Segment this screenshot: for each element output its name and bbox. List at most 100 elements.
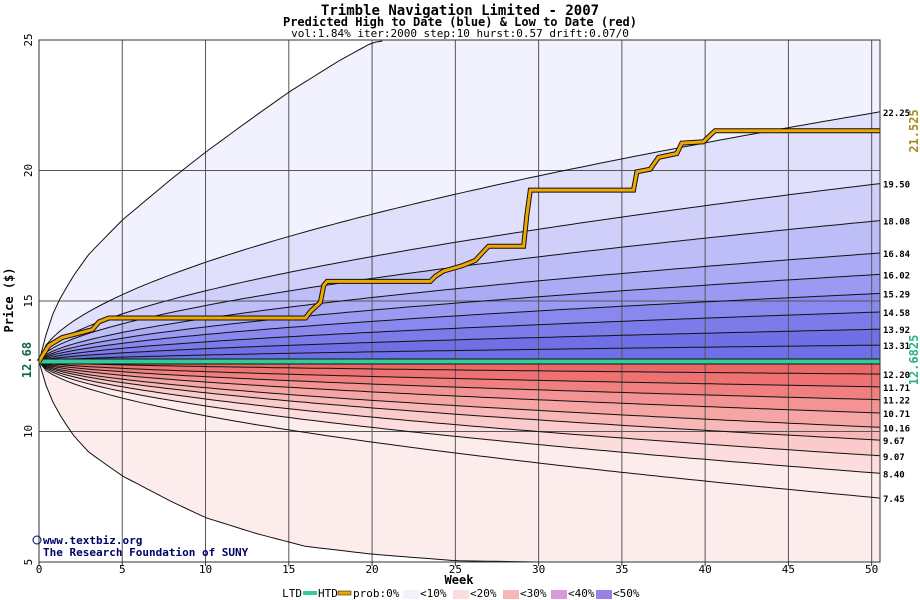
upper-percentile-label-5: 15.29	[883, 290, 910, 300]
legend-swatch-30	[551, 590, 567, 599]
chart-title: Trimble Navigation Limited - 2007	[321, 3, 599, 19]
x-tick-label-50: 50	[865, 563, 878, 576]
legend-swatch-20	[503, 590, 519, 599]
legend: LTD HTD prob:0% <10% <20% <30% <40% <50%	[282, 587, 640, 600]
upper-band-1	[39, 111, 880, 362]
y-tick-label-15: 15	[22, 294, 35, 307]
upper-percentile-label-8: 13.31	[883, 342, 910, 352]
copyright-icon	[32, 535, 42, 545]
chart-params: vol:1.84% iter:2000 step:10 hurst:0.57 d…	[291, 27, 629, 40]
upper-percentile-label-7: 13.92	[883, 326, 910, 336]
lower-band-0	[39, 361, 880, 375]
lower-band-2	[39, 361, 880, 400]
high-to-date-line	[37, 129, 880, 363]
watermark-org: The Research Foundation of SUNY	[43, 546, 249, 559]
chart-subtitle: Predicted High to Date (blue) & Low to D…	[283, 15, 637, 29]
x-tick-label-0: 0	[36, 563, 43, 576]
lower-percentile-label-7: 8.40	[883, 470, 905, 480]
lower-band-8	[39, 361, 880, 499]
upper-percentile-line-7	[38, 328, 881, 363]
upper-percentile-label-2: 18.08	[883, 218, 910, 228]
upper-percentile-label-3: 16.84	[883, 250, 911, 260]
plot-frame	[38, 39, 881, 563]
upper-band-3	[39, 220, 880, 362]
upper-percentile-line-0	[38, 111, 881, 362]
percentile-bands	[39, 40, 880, 562]
outer-upper-line	[38, 40, 383, 362]
lower-percentile-label-4: 10.16	[883, 424, 910, 434]
lower-band-1	[39, 361, 880, 387]
y-tick-label-10: 10	[22, 425, 35, 438]
legend-p10-label: <10%	[420, 587, 447, 600]
x-tick-label-25: 25	[449, 563, 462, 576]
upper-percentile-line-5	[38, 292, 881, 363]
lower-band-4	[39, 361, 880, 428]
upper-percentile-line-3	[38, 252, 881, 362]
lower-band-7	[39, 361, 880, 474]
legend-ltd-swatch	[303, 591, 317, 595]
legend-ltd-label: LTD	[282, 587, 302, 600]
upper-band-2	[39, 183, 880, 362]
y-axis-label: Price ($)	[2, 267, 16, 332]
lower-percentile-label-0: 12.20	[883, 371, 910, 381]
upper-percentile-label-0: 22.25	[883, 109, 910, 119]
upper-band-7	[39, 312, 880, 362]
price-series	[36, 128, 880, 365]
y-tick-label-20: 20	[22, 164, 35, 177]
start-price-label: 12.68	[20, 342, 34, 378]
upper-band-4	[39, 253, 880, 362]
upper-percentile-line-4	[38, 273, 881, 362]
x-tick-label-35: 35	[615, 563, 628, 576]
upper-band-6	[39, 293, 880, 362]
lower-percentile-label-6: 9.07	[883, 453, 905, 463]
outer-lower-line	[38, 361, 537, 563]
lower-percentile-line-2	[38, 361, 881, 401]
lower-percentile-line-0	[38, 361, 881, 375]
upper-percentile-line-8	[38, 344, 881, 363]
legend-p40-label: <40%	[568, 587, 595, 600]
lower-percentile-line-8	[38, 361, 881, 499]
lower-percentile-line-7	[38, 361, 881, 474]
legend-p50-label: <50%	[613, 587, 640, 600]
upper-band-8	[39, 329, 880, 362]
x-tick-label-20: 20	[365, 563, 378, 576]
upper-percentile-line-1	[38, 183, 881, 362]
upper-percentile-label-4: 16.02	[883, 271, 910, 281]
lower-band-9	[39, 361, 880, 562]
legend-p30-label: <30%	[520, 587, 547, 600]
y-tick-label-25: 25	[22, 33, 35, 46]
legend-swatch-40	[596, 590, 612, 599]
lower-percentile-label-3: 10.71	[883, 410, 910, 420]
legend-prob-label: prob:0%	[353, 587, 400, 600]
lower-percentile-label-1: 11.71	[883, 384, 910, 394]
upper-percentile-line-6	[38, 311, 881, 363]
legend-swatch-10	[453, 590, 469, 599]
outer-envelope-lines	[38, 40, 537, 563]
x-tick-label-10: 10	[199, 563, 212, 576]
legend-p20-label: <20%	[470, 587, 497, 600]
lower-band-6	[39, 361, 880, 456]
y-tick-label-5: 5	[22, 559, 35, 566]
lower-percentile-line-1	[38, 361, 881, 388]
legend-htd-swatch	[337, 590, 352, 596]
x-tick-label-40: 40	[699, 563, 712, 576]
lower-percentile-line-6	[38, 361, 881, 457]
x-tick-label-45: 45	[782, 563, 795, 576]
upper-percentile-label-1: 19.50	[883, 181, 910, 191]
x-tick-label-30: 30	[532, 563, 545, 576]
watermark-url: www.textbiz.org	[43, 534, 142, 547]
x-tick-label-5: 5	[119, 563, 126, 576]
current-price-label: 12.6825	[907, 335, 920, 386]
grid-lines	[39, 40, 880, 562]
lower-band-5	[39, 361, 880, 441]
legend-swatch-0	[403, 590, 419, 599]
high-to-date-label: 21.525	[907, 109, 920, 152]
lower-percentile-line-4	[38, 361, 881, 428]
lower-percentile-line-5	[38, 361, 881, 441]
legend-htd-label: HTD	[318, 587, 338, 600]
lower-percentile-label-8: 7.45	[883, 495, 905, 505]
lower-percentile-label-2: 11.22	[883, 397, 910, 407]
x-axis-label: Week	[445, 573, 475, 587]
